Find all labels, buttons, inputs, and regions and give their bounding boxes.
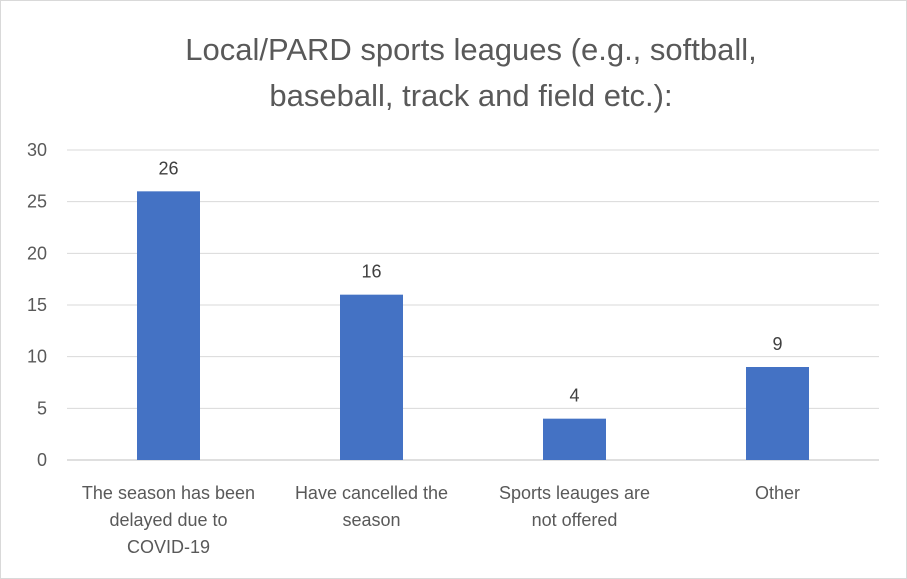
gridlines [67,149,879,461]
bar [137,191,200,461]
x-category-label: season [342,510,400,530]
data-label: 26 [158,158,178,178]
bar [543,418,606,460]
x-category-label: COVID-19 [127,537,210,557]
chart-title: Local/PARD sports leagues (e.g., softbal… [185,32,757,113]
y-tick-label: 10 [27,347,47,367]
chart-title-line: baseball, track and field etc.): [269,78,672,113]
bars [137,191,809,461]
y-tick-label: 5 [37,398,47,418]
bar [746,367,809,460]
data-labels: 26 16 4 9 [158,158,782,405]
y-tick-label: 0 [37,450,47,470]
y-tick-label: 30 [27,140,47,160]
x-category-label: Sports leauges are [499,483,650,503]
x-category-label: not offered [532,510,618,530]
data-label: 9 [772,334,782,354]
y-axis-ticks: 0 5 10 15 20 25 30 [27,140,47,470]
y-tick-label: 15 [27,295,47,315]
bar [340,294,403,460]
x-category-label: Have cancelled the [295,483,448,503]
data-label: 4 [569,386,579,406]
x-category-label: Other [755,483,800,503]
x-category-label: The season has been [82,483,255,503]
x-axis-categories: The season has been delayed due to COVID-1… [82,483,800,557]
y-tick-label: 20 [27,243,47,263]
y-tick-label: 25 [27,192,47,212]
data-label: 16 [361,262,381,282]
x-category-label: delayed due to [109,510,227,530]
chart-title-line: Local/PARD sports leagues (e.g., softbal… [185,32,757,67]
